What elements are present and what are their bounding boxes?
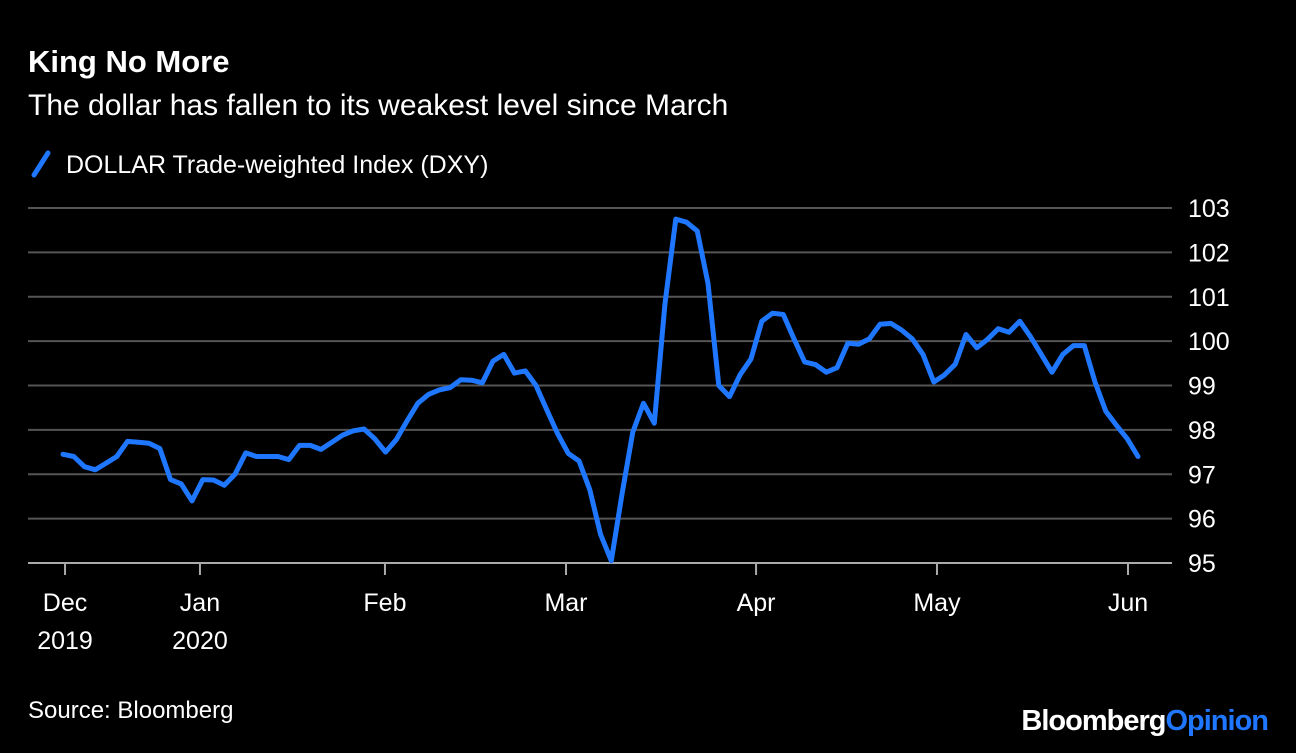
- x-tick-label: Dec 2019: [37, 589, 93, 655]
- chart-title: King No More: [28, 44, 230, 79]
- line: [60, 216, 1141, 564]
- brand: BloombergOpinion: [1021, 705, 1268, 737]
- x-tick-label: Jan 2020: [172, 589, 228, 655]
- y-tick-label: 103: [1188, 195, 1230, 223]
- x-tick-label: Mar: [544, 589, 587, 617]
- legend-icon: [31, 150, 51, 178]
- x-tick-label: May: [913, 589, 961, 617]
- x-tick-label: Feb: [363, 589, 406, 617]
- brand-second: Opinion: [1165, 705, 1268, 737]
- y-tick-label: 101: [1188, 284, 1230, 312]
- x-tick-label: Jun: [1108, 589, 1148, 617]
- y-tick-label: 99: [1188, 373, 1216, 401]
- legend-label: DOLLAR Trade-weighted Index (DXY): [66, 151, 488, 179]
- y-tick-label: 102: [1188, 239, 1230, 267]
- y-tick-label: 95: [1188, 550, 1216, 578]
- y-tick-label: 98: [1188, 417, 1216, 445]
- x-tick-label: Apr: [737, 589, 776, 617]
- y-tick-label: 96: [1188, 506, 1216, 534]
- source: Source: Bloomberg: [28, 697, 233, 724]
- y-tick-label: 100: [1188, 328, 1230, 356]
- brand-first: Bloomberg: [1021, 705, 1165, 737]
- y-tick-label: 97: [1188, 461, 1216, 489]
- chart-subtitle: The dollar has fallen to its weakest lev…: [28, 89, 728, 122]
